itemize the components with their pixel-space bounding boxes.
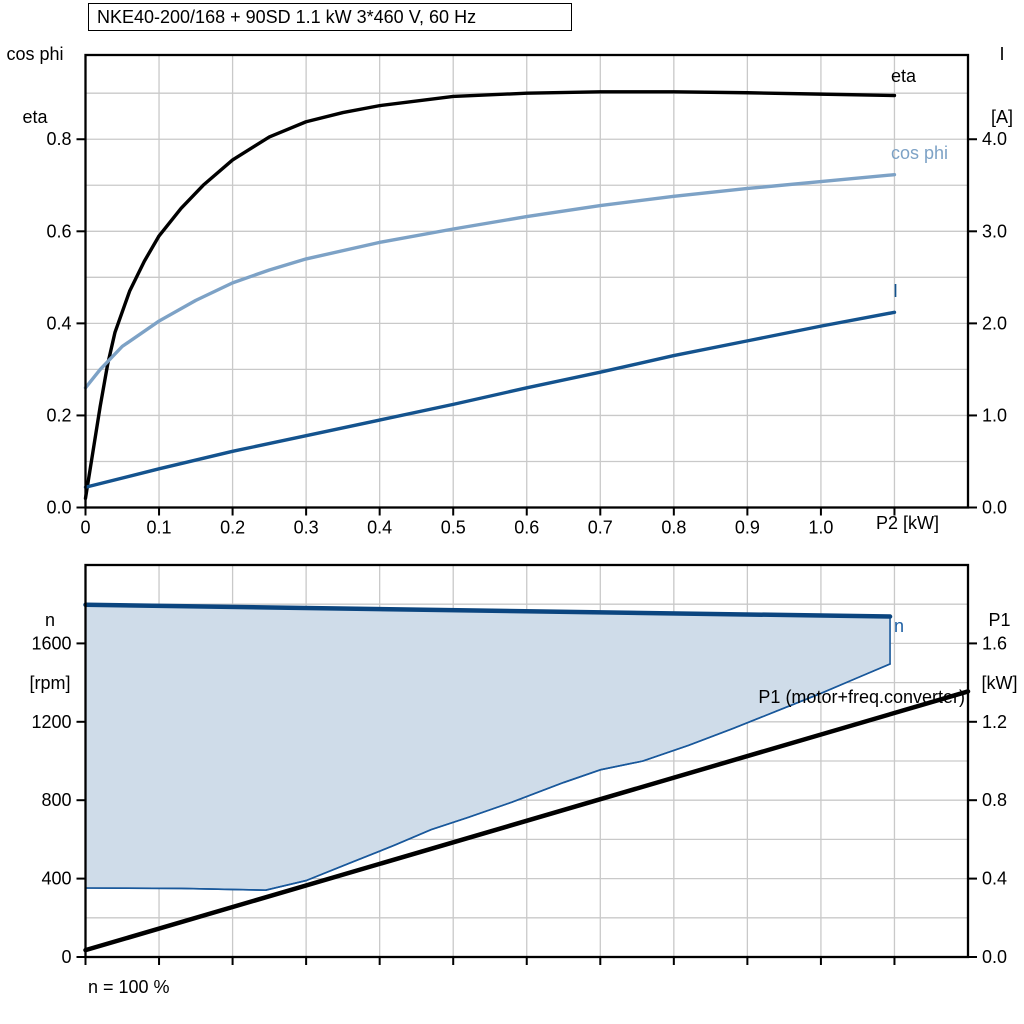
x-tick-label: 1.0 [808,518,833,538]
y-right-tick-label: 2.0 [982,313,1007,333]
eta-curve-label: eta [891,66,917,86]
x-tick-label: 0.8 [661,518,686,538]
current-curve-label: I [893,281,899,301]
x-tick-label: 0 [80,518,90,538]
curve-cos-phi [83,172,897,390]
y-left-tick-label: 0.2 [46,405,71,425]
curve-P1 [83,689,971,953]
y-left-tick-label: 800 [41,790,71,810]
eta-axis-title: eta [22,107,48,127]
y-left-tick-label: 400 [41,869,71,889]
y-left-tick-label: 1600 [31,633,71,653]
top-right-axis-title: I [A] [980,2,1024,170]
p1-axis-title: P1 [988,610,1011,630]
x-tick-label: 0.1 [147,518,172,538]
y-right-tick-label: 0.8 [982,790,1007,810]
y-right-tick-label: 1.6 [982,633,1007,653]
chart-title: NKE40-200/168 + 90SD 1.1 kW 3*460 V, 60 … [97,6,477,27]
p1-curve-label: P1 (motor+freq.converter) [758,687,965,707]
y-right-tick-label: 0.0 [982,947,1007,967]
y-left-tick-label: 0.6 [46,221,71,241]
x-tick-label: 0.2 [220,518,245,538]
y-right-tick-label: 0.4 [982,869,1007,889]
x-tick-label: 0.9 [735,518,760,538]
x-tick-label: 0.5 [441,518,466,538]
curve-n_min [84,663,891,891]
p1-axis-unit: [kW] [981,673,1018,693]
y-right-tick-label: 1.0 [982,405,1007,425]
y-left-tick-label: 1200 [31,712,71,732]
curve-I [83,310,897,489]
speed-axis-title: n [44,610,55,630]
footnote: n = 100 % [88,977,170,997]
y-right-tick-label: 3.0 [982,221,1007,241]
x-tick-label: 0.6 [514,518,539,538]
y-right-tick-label: 4.0 [982,129,1007,149]
current-axis-title: I [999,44,1005,64]
x-tick-label: 0.3 [294,518,319,538]
current-axis-unit: [A] [990,107,1013,127]
bottom-left-axis-title: n [rpm] [10,568,90,736]
speed-axis-unit: [rpm] [29,673,71,693]
x-tick-label: 0.4 [367,518,392,538]
speed-curve-label: n [894,616,905,636]
chart-title-box: NKE40-200/168 + 90SD 1.1 kW 3*460 V, 60 … [88,3,572,31]
y-left-tick-label: 0.0 [46,498,71,518]
y-left-tick-label: 0.4 [46,313,71,333]
top-left-axis-title: cos phi eta [0,2,70,170]
y-left-tick-label: 0.8 [46,129,71,149]
x-axis-label: P2 [kW] [875,513,939,533]
curve-n [83,602,893,619]
x-tick-label: 0.7 [588,518,613,538]
cos-phi-curve-label: cos phi [891,143,949,163]
curve-eta [83,90,897,500]
cos-phi-axis-title: cos phi [6,44,64,64]
y-right-tick-label: 1.2 [982,712,1007,732]
y-left-tick-label: 0 [61,947,71,967]
bottom-right-axis-title: P1 [kW] [975,568,1024,736]
y-right-tick-label: 0.0 [982,498,1007,518]
